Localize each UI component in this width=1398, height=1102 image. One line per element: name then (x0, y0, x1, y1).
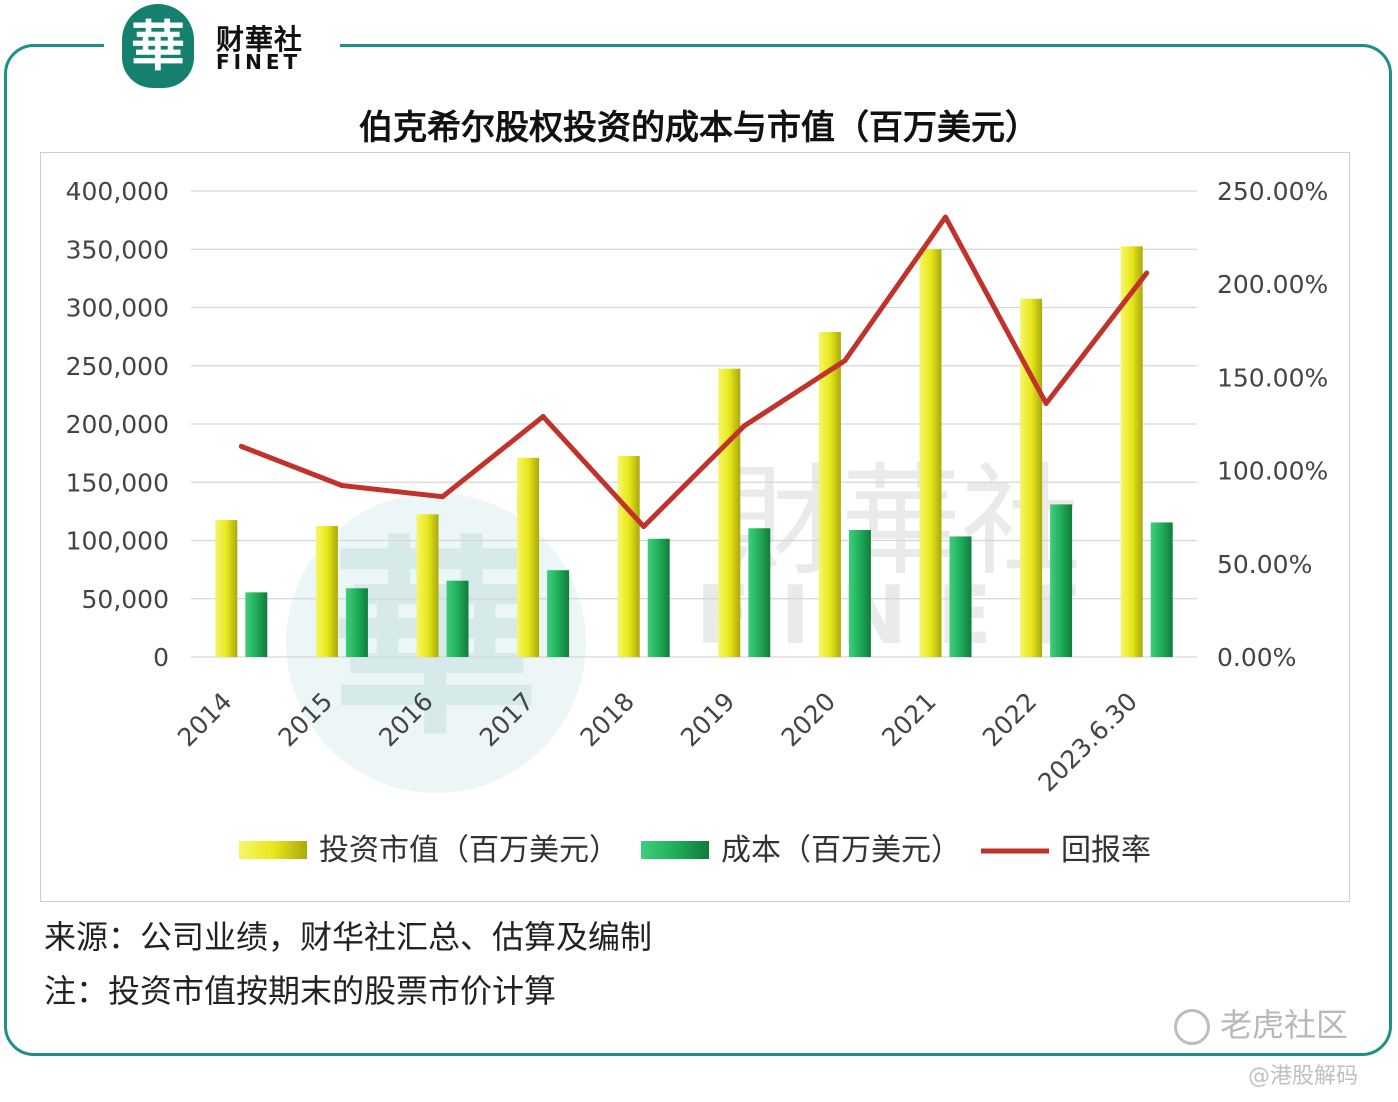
y-right-tick-label: 200.00% (1217, 270, 1328, 299)
bar-cost (1150, 522, 1173, 657)
finet-logo: 華 财華社 FINET (104, 0, 340, 92)
bar-market-value (818, 331, 841, 657)
return-rate-point (741, 423, 747, 429)
bar-cost (949, 536, 972, 657)
bar-market-value (517, 457, 540, 657)
x-tick-label: 2019 (675, 687, 740, 752)
bar-cost (748, 528, 771, 657)
return-rate-point (943, 214, 948, 220)
y-left-tick-label: 200,000 (66, 410, 169, 439)
tiger-watermark-text: 老虎社区 (1220, 1006, 1349, 1044)
legend-swatch-cost (641, 841, 709, 859)
bar-cost (848, 530, 871, 657)
return-rate-line (240, 214, 1149, 530)
bar-market-value (718, 368, 741, 657)
bar-market-value (617, 456, 640, 657)
legend-label-cost: 成本（百万美元） (721, 833, 961, 868)
bar-cost (1050, 504, 1073, 657)
y-left-tick-label: 350,000 (66, 235, 169, 264)
x-tick-label: 2023.6.30 (1032, 687, 1142, 797)
return-rate-point (440, 494, 445, 500)
y-right-tick-label: 0.00% (1217, 643, 1296, 672)
bar-cost (547, 570, 570, 657)
x-tick-label: 2014 (172, 687, 237, 752)
chart-area: 華財華社FINET050,000100,000150,000200,000250… (40, 152, 1350, 902)
y-left-tick-label: 50,000 (82, 585, 169, 614)
bar-market-value (919, 249, 942, 657)
return-rate-point (339, 483, 345, 489)
return-rate-point (842, 358, 848, 364)
return-rate-point (641, 524, 647, 530)
chart-title: 伯克希尔股权投资的成本与市值（百万美元） (359, 108, 1039, 148)
y-right-tick-label: 150.00% (1217, 363, 1328, 392)
bar-market-value (1120, 246, 1143, 657)
y-left-tick-label: 100,000 (66, 527, 169, 556)
bar-market-value (1020, 298, 1043, 657)
y-left-tick-label: 250,000 (66, 352, 169, 381)
bar-market-value (315, 525, 338, 657)
return-rate-point (1144, 270, 1150, 276)
legend-label-return: 回报率 (1061, 833, 1151, 868)
author-watermark: @港股解码 (1248, 1064, 1359, 1089)
footnote: 注：投资市值按期末的股票市价计算 (44, 972, 557, 1010)
x-tick-label: 2022 (977, 687, 1042, 752)
legend-swatch-market-value (239, 841, 307, 859)
y-left-tick-label: 400,000 (66, 177, 169, 206)
y-right-tick-label: 100.00% (1217, 457, 1328, 486)
bar-cost (446, 580, 469, 657)
y-left-tick-label: 300,000 (66, 294, 169, 323)
return-rate-point (238, 443, 244, 449)
bar-market-value (416, 514, 439, 657)
bar-market-value (215, 520, 238, 657)
chart-frame (4, 44, 1392, 1056)
finet-logo-en: FINET (216, 50, 302, 74)
legend-label-market-value: 投资市值（百万美元） (319, 833, 619, 868)
y-left-tick-label: 0 (153, 643, 169, 672)
finet-logo-cn: 财華社 (216, 23, 304, 56)
x-tick-label: 2021 (876, 687, 941, 752)
source-note: 来源：公司业绩，财华社汇总、估算及编制 (44, 918, 653, 956)
tiger-logo-icon (1174, 1009, 1210, 1045)
x-tick-label: 2020 (776, 687, 841, 752)
y-right-tick-label: 250.00% (1217, 177, 1328, 206)
finet-logo-mark: 華 (122, 4, 194, 88)
return-rate-point (1043, 400, 1049, 406)
y-left-tick-label: 150,000 (66, 468, 169, 497)
chart-svg: 華財華社FINET050,000100,000150,000200,000250… (66, 177, 1329, 868)
return-rate-point (540, 414, 546, 420)
bar-cost (345, 588, 368, 657)
tiger-community-watermark: 老虎社区 (1174, 1000, 1348, 1046)
bar-cost (647, 538, 670, 657)
bar-cost (245, 592, 268, 657)
y-right-tick-label: 50.00% (1217, 550, 1312, 579)
x-tick-label: 2018 (574, 687, 639, 752)
